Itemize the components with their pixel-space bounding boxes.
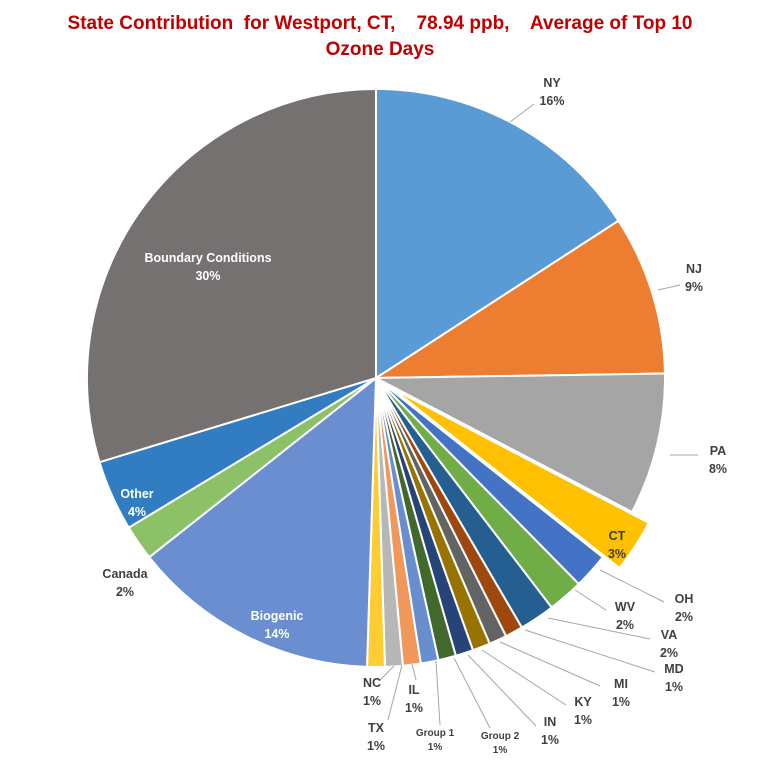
label-pct-pa: 8% <box>709 462 727 476</box>
label-pct-ct: 3% <box>608 547 626 561</box>
label-name-group-1: Group 1 <box>416 728 455 739</box>
label-name-tx: TX <box>368 721 385 735</box>
label-pct-group-2: 1% <box>493 745 508 756</box>
slice-nj <box>375 219 666 379</box>
label-name-other: Other <box>120 487 153 501</box>
leader-va <box>547 617 651 640</box>
label-pct-boundary-conditions: 30% <box>195 269 220 283</box>
leader-tx <box>387 664 403 721</box>
label-pct-md: 1% <box>665 680 683 694</box>
label-name-boundary-conditions: Boundary Conditions <box>144 251 271 265</box>
label-name-canada: Canada <box>102 567 148 581</box>
label-pct-oh: 2% <box>675 610 693 624</box>
label-name-group-2: Group 2 <box>481 731 520 742</box>
pie-slices <box>86 88 666 668</box>
label-pct-biogenic: 14% <box>264 627 289 641</box>
label-pct-in: 1% <box>541 733 559 747</box>
leader-lines <box>379 103 698 729</box>
slice-pa <box>375 372 666 513</box>
label-pct-canada: 2% <box>116 585 134 599</box>
label-pct-va: 2% <box>660 646 678 660</box>
leader-wv <box>574 589 607 611</box>
label-name-oh: OH <box>675 592 694 606</box>
label-name-nj: NJ <box>686 262 702 276</box>
label-name-il: IL <box>408 683 419 697</box>
label-name-md: MD <box>664 662 683 676</box>
slice-ny <box>375 88 620 379</box>
label-name-nc: NC <box>363 676 381 690</box>
chart-title-line2: Ozone Days <box>326 39 435 60</box>
label-pct-il: 1% <box>405 701 423 715</box>
label-name-wv: WV <box>615 600 636 614</box>
leader-group-1 <box>435 660 441 726</box>
label-name-ny: NY <box>543 76 561 90</box>
label-pct-nj: 9% <box>685 280 703 294</box>
label-pct-wv: 2% <box>616 618 634 632</box>
leader-mi <box>499 641 601 687</box>
slice-ct <box>391 387 650 570</box>
label-name-va: VA <box>661 628 677 642</box>
slice-boundary-conditions <box>86 88 377 464</box>
leader-group-2 <box>453 657 491 729</box>
label-pct-group-1: 1% <box>428 742 443 753</box>
slice-biogenic <box>148 377 377 668</box>
slice-labels: NY 16% NJ 9% PA 8% CT 3% OH 2% WV 2% VA 2% MD 1% MI 1% KY 1… <box>102 76 727 756</box>
label-pct-ny: 16% <box>539 94 564 108</box>
leader-ky <box>481 649 567 706</box>
chart-title-line1: State Contribution for Westport, CT, 78.… <box>68 13 693 34</box>
label-pct-mi: 1% <box>612 695 630 709</box>
label-name-mi: MI <box>614 677 628 691</box>
leader-oh <box>599 569 665 603</box>
leader-nc <box>379 665 395 681</box>
leader-in <box>467 654 537 727</box>
leader-il <box>411 663 417 681</box>
label-name-in: IN <box>544 715 557 729</box>
leader-md <box>524 629 656 673</box>
leader-nj <box>657 284 681 291</box>
label-pct-nc: 1% <box>363 694 381 708</box>
label-pct-other: 4% <box>128 505 146 519</box>
label-pct-tx: 1% <box>367 739 385 753</box>
label-pct-ky: 1% <box>574 713 592 727</box>
leader-ny <box>509 103 535 123</box>
label-name-ky: KY <box>574 695 592 709</box>
label-name-ct: CT <box>609 529 626 543</box>
label-name-biogenic: Biogenic <box>251 609 304 623</box>
label-name-pa: PA <box>710 444 726 458</box>
